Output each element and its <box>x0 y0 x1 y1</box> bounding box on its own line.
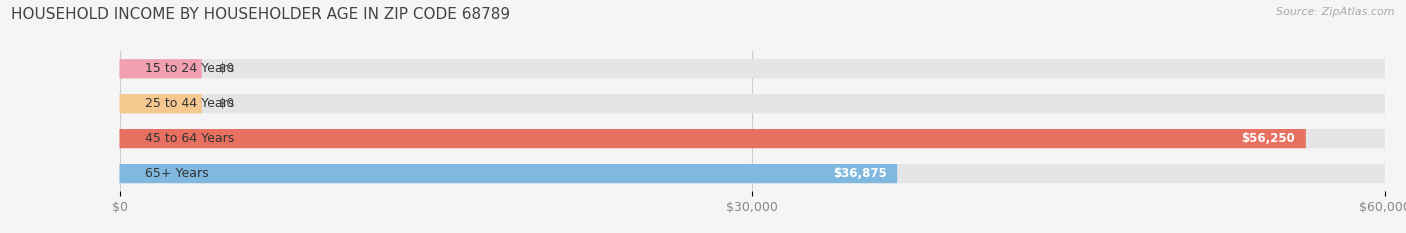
FancyBboxPatch shape <box>120 164 897 183</box>
FancyBboxPatch shape <box>120 94 1385 113</box>
Text: 45 to 64 Years: 45 to 64 Years <box>145 132 233 145</box>
Text: HOUSEHOLD INCOME BY HOUSEHOLDER AGE IN ZIP CODE 68789: HOUSEHOLD INCOME BY HOUSEHOLDER AGE IN Z… <box>11 7 510 22</box>
Text: $36,875: $36,875 <box>832 167 887 180</box>
FancyBboxPatch shape <box>120 129 1306 148</box>
Text: $0: $0 <box>219 97 233 110</box>
FancyBboxPatch shape <box>120 164 1385 183</box>
FancyBboxPatch shape <box>120 59 202 78</box>
FancyBboxPatch shape <box>120 129 1385 148</box>
Text: $56,250: $56,250 <box>1241 132 1295 145</box>
Text: Source: ZipAtlas.com: Source: ZipAtlas.com <box>1277 7 1395 17</box>
Text: 15 to 24 Years: 15 to 24 Years <box>145 62 233 75</box>
Text: 25 to 44 Years: 25 to 44 Years <box>145 97 233 110</box>
FancyBboxPatch shape <box>120 59 1385 78</box>
Text: $0: $0 <box>219 62 233 75</box>
Text: 65+ Years: 65+ Years <box>145 167 208 180</box>
FancyBboxPatch shape <box>120 94 202 113</box>
